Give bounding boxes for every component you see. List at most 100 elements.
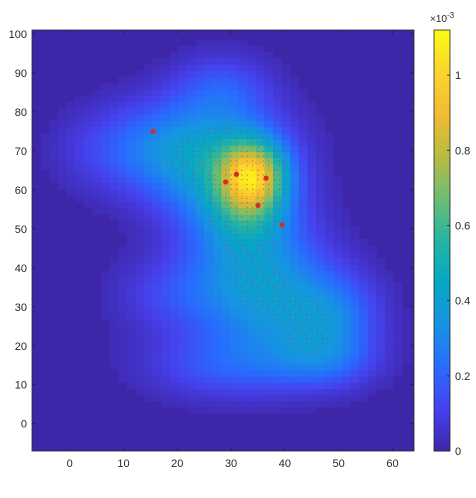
heatmap-cell bbox=[212, 344, 222, 352]
heatmap-cell bbox=[118, 151, 128, 159]
heatmap-cell bbox=[143, 64, 153, 71]
heatmap-cell bbox=[161, 139, 171, 146]
sample-point bbox=[262, 136, 265, 139]
heatmap-cell bbox=[273, 282, 283, 290]
heatmap-cell bbox=[298, 363, 308, 371]
heatmap-cell bbox=[247, 326, 257, 333]
heatmap-cell bbox=[186, 388, 196, 396]
heatmap-cell bbox=[264, 282, 274, 290]
heatmap-cell bbox=[118, 251, 128, 259]
heatmap-cell bbox=[195, 251, 205, 259]
heatmap-cell bbox=[169, 95, 179, 103]
heatmap-cell bbox=[281, 363, 291, 371]
sample-point bbox=[284, 169, 286, 171]
heatmap-cell bbox=[238, 70, 248, 78]
sample-point bbox=[300, 333, 302, 335]
sample-point bbox=[176, 169, 178, 171]
heatmap-cell bbox=[247, 282, 257, 290]
heatmap-cell bbox=[290, 101, 300, 109]
heatmap-cell bbox=[255, 295, 265, 302]
heatmap-cell bbox=[83, 95, 93, 103]
heatmap-cell bbox=[384, 344, 394, 352]
heatmap-cell bbox=[204, 101, 214, 109]
sample-point bbox=[181, 179, 184, 181]
sample-point bbox=[192, 169, 195, 171]
sample-point bbox=[235, 258, 238, 260]
heatmap-cell bbox=[273, 83, 283, 90]
heatmap-cell bbox=[316, 276, 326, 283]
x-tick-label: 60 bbox=[386, 458, 398, 470]
heatmap-cell bbox=[229, 120, 239, 128]
heatmap-cell bbox=[143, 376, 153, 383]
heatmap-cell bbox=[169, 351, 179, 358]
heatmap-cell bbox=[143, 132, 153, 140]
heatmap-cell bbox=[109, 120, 119, 128]
heatmap-cell bbox=[221, 388, 231, 396]
heatmap-cell bbox=[298, 270, 308, 277]
heatmap-cell bbox=[126, 145, 136, 153]
sample-point bbox=[251, 286, 254, 288]
heatmap-cell bbox=[161, 238, 171, 246]
heatmap-cell bbox=[324, 232, 334, 240]
heatmap-cell bbox=[324, 195, 334, 202]
heatmap-cell bbox=[273, 101, 283, 109]
heatmap-cell bbox=[221, 95, 231, 103]
heatmap-cell bbox=[118, 326, 128, 333]
heatmap-cell bbox=[212, 276, 222, 283]
heatmap-cell bbox=[195, 151, 205, 159]
heatmap-cell bbox=[143, 276, 153, 283]
heatmap-cell bbox=[186, 145, 196, 153]
sample-point bbox=[225, 174, 227, 176]
heatmap-cell bbox=[75, 139, 85, 146]
sample-point bbox=[262, 249, 265, 251]
heatmap-cell bbox=[118, 101, 128, 109]
colorbar-tick-label: 0.4 bbox=[455, 296, 470, 308]
heatmap-cell bbox=[229, 288, 239, 296]
heatmap-cell bbox=[255, 45, 265, 53]
heatmap-cell bbox=[229, 195, 239, 202]
heatmap-cell bbox=[333, 282, 343, 290]
heatmap-cell bbox=[221, 382, 231, 390]
heatmap-cell bbox=[92, 139, 102, 146]
heatmap-cell bbox=[290, 139, 300, 146]
heatmap-cell bbox=[359, 332, 369, 340]
heatmap-cell bbox=[247, 320, 257, 327]
sample-point bbox=[273, 249, 275, 251]
heatmap-cell bbox=[195, 83, 205, 90]
heatmap-cell bbox=[324, 201, 334, 209]
heatmap-cell bbox=[135, 95, 145, 103]
heatmap-cell bbox=[135, 344, 145, 352]
heatmap-cell bbox=[126, 326, 136, 333]
heatmap-cell bbox=[221, 58, 231, 65]
heatmap-cell bbox=[100, 282, 110, 290]
heatmap-cell bbox=[152, 101, 162, 109]
sample-point bbox=[225, 225, 227, 228]
sample-point bbox=[289, 291, 291, 293]
heatmap-cell bbox=[109, 276, 119, 283]
heatmap-cell bbox=[341, 238, 351, 246]
heatmap-cell bbox=[152, 357, 162, 365]
heatmap-cell bbox=[152, 270, 162, 277]
sample-point bbox=[305, 319, 308, 321]
colorbar-segment bbox=[434, 82, 450, 89]
heatmap-cell bbox=[204, 257, 214, 265]
sample-point bbox=[284, 193, 286, 195]
x-tick-label: 20 bbox=[171, 458, 183, 470]
heatmap-cell bbox=[264, 207, 274, 215]
colorbar-segment bbox=[434, 361, 450, 368]
sample-point bbox=[235, 188, 238, 190]
heatmap-cell bbox=[229, 301, 239, 308]
heatmap-cell bbox=[367, 382, 377, 390]
heatmap-cell bbox=[204, 288, 214, 296]
heatmap-cell bbox=[255, 120, 265, 128]
heatmap-cell bbox=[307, 320, 317, 327]
heatmap-cell bbox=[341, 320, 351, 327]
colorbar-segment bbox=[434, 414, 450, 420]
heatmap-cell bbox=[92, 101, 102, 109]
heatmap-cell bbox=[212, 251, 222, 259]
heatmap-cell bbox=[255, 351, 265, 358]
heatmap-cell bbox=[281, 95, 291, 103]
heatmap-cell bbox=[384, 288, 394, 296]
heatmap-cell bbox=[212, 338, 222, 346]
